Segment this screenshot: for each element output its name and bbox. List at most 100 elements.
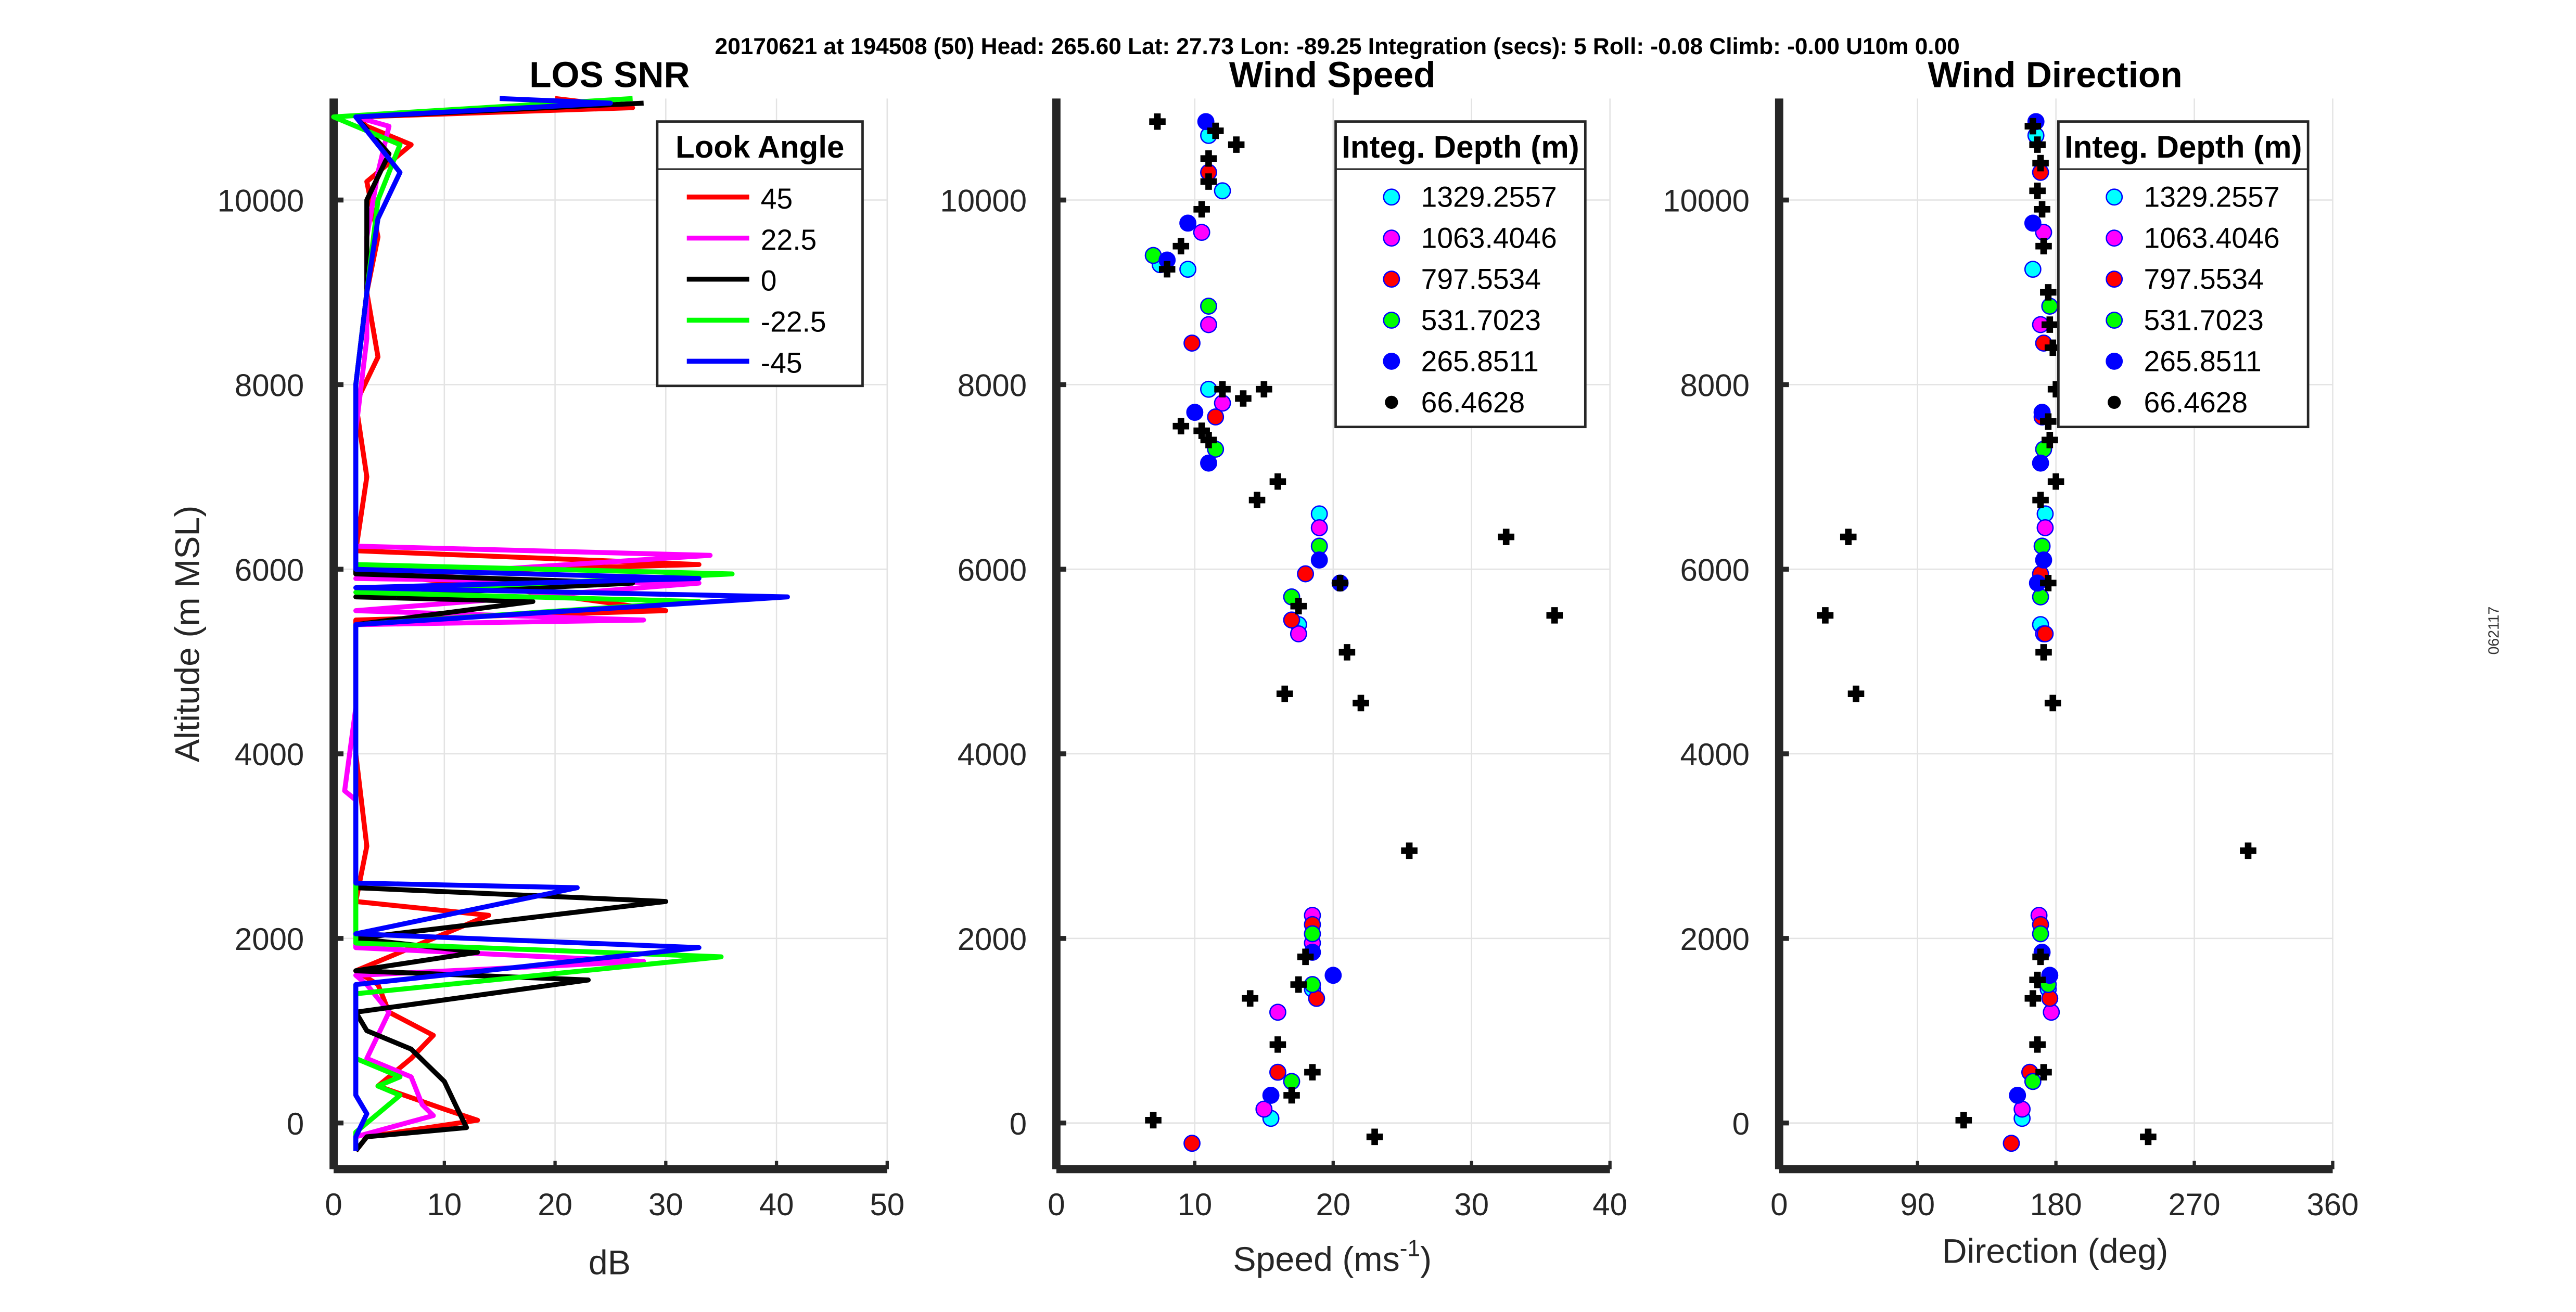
cross-marker — [1207, 122, 1224, 139]
circle-marker — [1207, 408, 1225, 426]
legend-label: 531.7023 — [2144, 304, 2264, 336]
cross-marker — [1401, 842, 1418, 859]
circle-marker — [1200, 298, 1217, 315]
y-tick-label: 0 — [1732, 1107, 1750, 1141]
side-label: 062117 — [2485, 607, 2502, 655]
circle-marker — [1179, 214, 1196, 232]
cross-marker — [2240, 842, 2256, 859]
legend-marker — [2106, 353, 2123, 370]
cross-marker — [2029, 183, 2046, 199]
circle-marker — [1197, 113, 1215, 131]
cross-marker — [2024, 118, 2042, 135]
xlabel-main: Speed (ms — [1233, 1240, 1399, 1279]
circle-marker — [2036, 519, 2054, 536]
cross-marker — [1200, 432, 1217, 448]
circle-marker — [1255, 1100, 1273, 1118]
cross-marker — [1290, 976, 1307, 993]
cross-marker — [1145, 1112, 1162, 1129]
cross-marker — [1297, 948, 1314, 966]
x-tick-label: 10 — [1178, 1187, 1213, 1222]
legend-box — [2057, 120, 2310, 429]
cross-marker — [1248, 492, 1266, 508]
cross-marker — [2040, 284, 2057, 301]
legend-marker — [2106, 271, 2123, 288]
los-snr-xlabel: dB — [589, 1243, 631, 1282]
circle-marker — [1200, 454, 1217, 472]
figure-header: 20170621 at 194508 (50) Head: 265.60 Lat… — [715, 34, 1960, 59]
cross-marker — [2029, 1036, 2046, 1053]
circle-marker — [2024, 214, 2042, 232]
circle-marker — [1269, 1004, 1286, 1021]
cross-marker — [1276, 685, 1293, 702]
x-tick-label: 180 — [2030, 1187, 2082, 1222]
wind-direction-title: Wind Direction — [1928, 54, 2182, 95]
circle-marker — [2035, 551, 2052, 569]
cross-marker — [1172, 418, 1190, 434]
y-tick-label: 2000 — [235, 922, 304, 957]
legend-marker — [1383, 312, 1400, 329]
cross-marker — [1847, 685, 1865, 702]
x-tick-label: 0 — [325, 1187, 342, 1222]
cross-marker — [1172, 238, 1190, 255]
cross-marker — [1193, 422, 1210, 439]
legend-title: Look Angle — [675, 130, 844, 164]
x-tick-label: 90 — [1900, 1187, 1935, 1222]
y-tick-label: 4000 — [235, 737, 304, 772]
legend-box — [656, 120, 864, 388]
wind-speed-panel: Wind Speed Speed (ms-1) 0 10 20 30 40 0 2000 40… — [940, 54, 1627, 1279]
x-tick-label: 30 — [648, 1187, 683, 1222]
circle-marker — [1262, 1087, 1280, 1104]
x-tick-label: 10 — [427, 1187, 462, 1222]
circle-marker — [1290, 625, 1307, 642]
circle-marker — [1200, 380, 1217, 398]
legend-marker — [1383, 188, 1400, 206]
circle-marker — [1310, 519, 1328, 536]
cross-marker — [2040, 575, 2057, 591]
legend-label: 531.7023 — [1421, 304, 1541, 336]
circle-marker — [1183, 1135, 1201, 1152]
x-tick-label: 20 — [1316, 1187, 1350, 1222]
cross-marker — [1955, 1112, 1972, 1129]
y-tick-label: 6000 — [958, 552, 1027, 587]
circle-marker — [2041, 298, 2059, 315]
legend-title: Integ. Depth (m) — [1342, 130, 1579, 164]
cross-marker — [2032, 492, 2049, 508]
los-snr-ylabel: Altitude (m MSL) — [168, 506, 207, 762]
legend-marker — [2106, 312, 2123, 329]
circle-marker — [1297, 565, 1315, 583]
snr-line-0 — [353, 100, 669, 1152]
legend-label: 797.5534 — [1421, 263, 1541, 295]
circle-marker — [1324, 967, 1342, 984]
circle-marker — [1283, 611, 1300, 629]
x-tick-label: 20 — [538, 1187, 572, 1222]
circle-marker — [1310, 551, 1328, 569]
circle-marker — [1214, 182, 1231, 200]
y-tick-label: 8000 — [958, 368, 1027, 403]
cross-marker — [1353, 694, 1369, 712]
cross-marker — [1269, 473, 1286, 490]
legend-label: -22.5 — [761, 306, 826, 338]
circle-marker — [1193, 224, 1210, 241]
cross-marker — [1200, 173, 1217, 190]
cross-marker — [2042, 316, 2058, 333]
y-tick-label: 10000 — [1663, 184, 1750, 218]
cross-marker — [1158, 261, 1176, 278]
cross-marker — [1366, 1128, 1383, 1146]
circle-marker — [1179, 261, 1196, 278]
cross-marker — [1840, 529, 1857, 545]
circle-marker — [1200, 316, 1217, 333]
legend-label: 1063.4046 — [2144, 222, 2280, 254]
cross-marker — [1256, 381, 1272, 398]
cross-marker — [1817, 607, 1834, 624]
legend-label: 45 — [761, 183, 793, 215]
cross-marker — [1235, 390, 1252, 407]
cross-marker — [1498, 529, 1514, 545]
y-tick-label: 10000 — [940, 184, 1027, 218]
snr-line--45 — [353, 96, 790, 1151]
cross-marker — [1193, 201, 1210, 218]
y-tick-label: 6000 — [1680, 552, 1750, 587]
legend-label: 66.4628 — [1421, 386, 1525, 418]
x-tick-label: 40 — [759, 1187, 794, 1222]
cross-marker — [2042, 432, 2058, 448]
